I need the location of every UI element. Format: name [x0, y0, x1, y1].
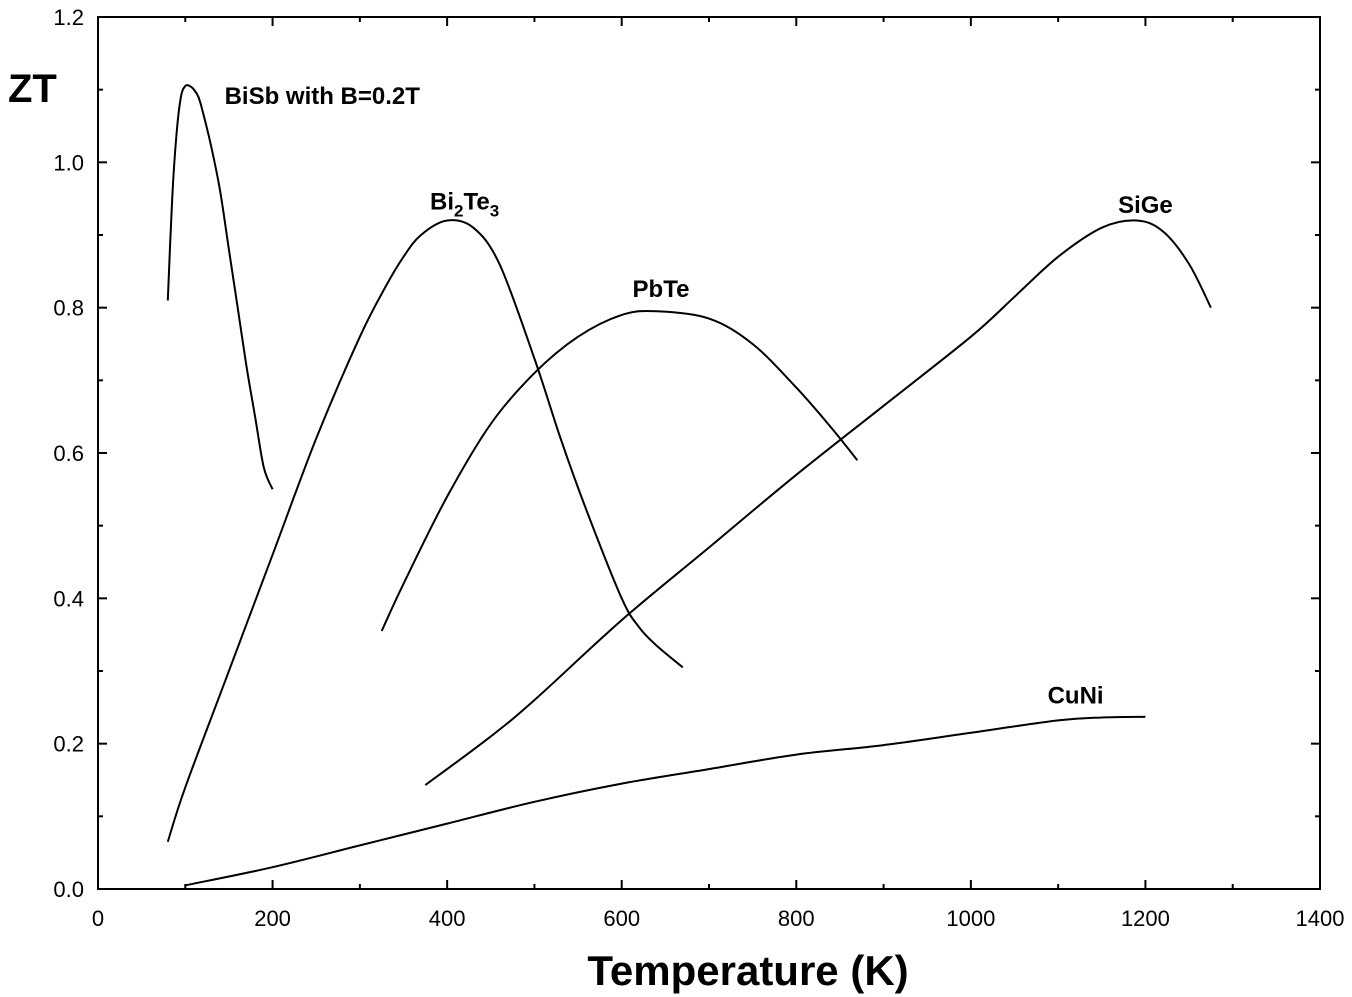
y-tick-label: 0.6 [53, 441, 84, 466]
x-tick-label: 0 [92, 906, 104, 931]
series-labels: BiSb with B=0.2T Bi2Te3 PbTe SiGe CuNi [225, 83, 1173, 710]
axis-tick-labels: 0 200 400 600 800 1000 1200 1400 0.0 0.2 0.4 0.6 0.8… [53, 5, 1344, 931]
series-line-0 [166, 84, 274, 490]
series-line-2 [380, 310, 859, 632]
x-tick-label: 800 [778, 906, 815, 931]
y-tick-label: 0.2 [53, 732, 84, 757]
x-tick-label: 200 [254, 906, 291, 931]
series-label: PbTe [633, 276, 690, 303]
series-line-4 [185, 715, 1146, 887]
plot-frame [97, 16, 1321, 890]
x-tick-label: 1200 [1121, 906, 1170, 931]
x-tick-label: 600 [603, 906, 640, 931]
y-tick-label: 0.0 [53, 877, 84, 902]
x-tick-label: 1400 [1296, 906, 1345, 931]
series-line-3 [424, 219, 1212, 786]
x-tick-label: 400 [429, 906, 466, 931]
y-tick-label: 0.4 [53, 586, 84, 611]
series-label: Bi2Te3 [430, 189, 499, 221]
x-tick-label: 1000 [946, 906, 995, 931]
y-tick-label: 0.8 [53, 296, 84, 321]
x-axis-title: Temperature (K) [587, 947, 908, 994]
y-tick-label: 1.2 [53, 5, 84, 30]
series-label: SiGe [1118, 192, 1173, 219]
series-label: BiSb with B=0.2T [225, 83, 421, 110]
axis-ticks [97, 16, 1321, 890]
y-axis-title: ZT [8, 67, 57, 111]
series-label: CuNi [1048, 683, 1104, 710]
series-curves [166, 84, 1212, 887]
y-tick-label: 1.0 [53, 150, 84, 175]
series-line-1 [166, 219, 684, 843]
